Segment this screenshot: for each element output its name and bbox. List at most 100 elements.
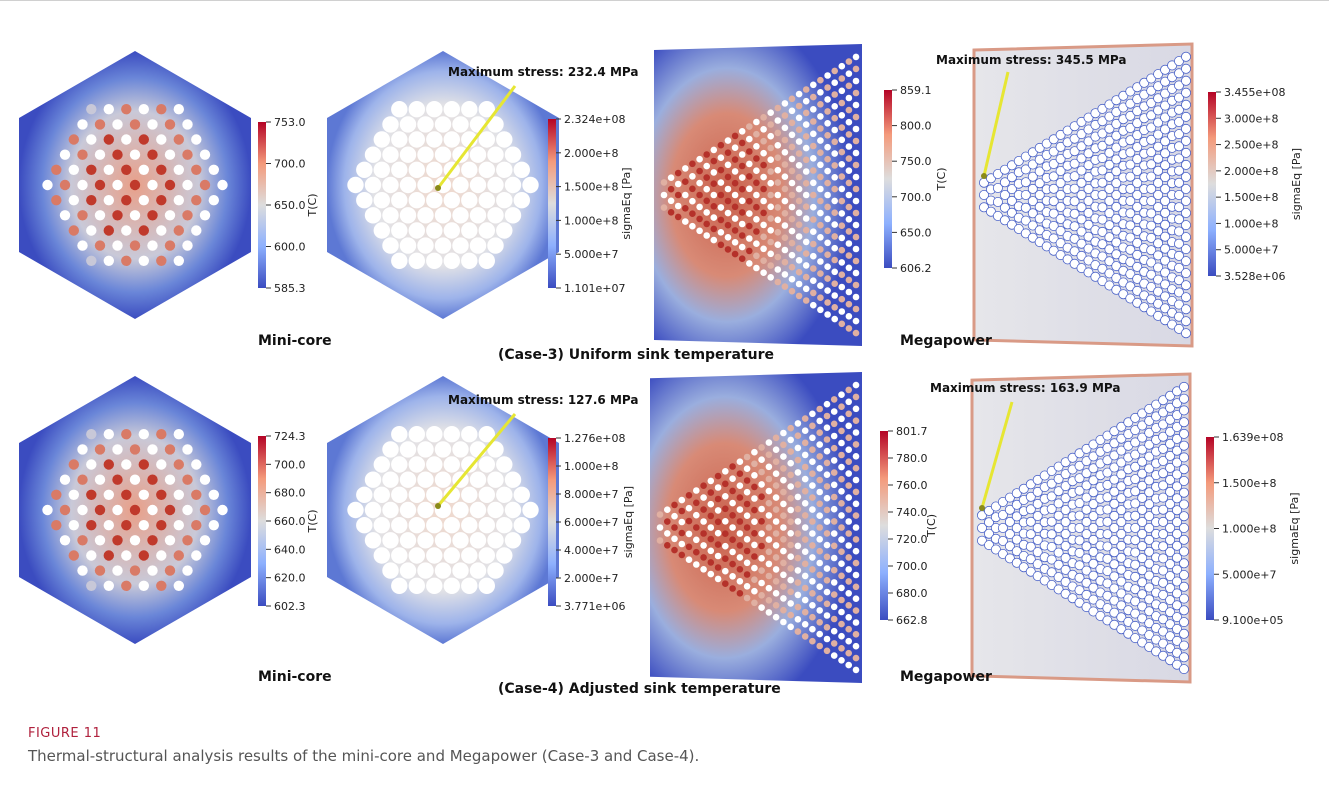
- fuel-channel: [1011, 499, 1022, 510]
- fuel-channel: [765, 499, 773, 507]
- fuel-channel: [838, 99, 846, 107]
- fuel-channel: [382, 237, 399, 254]
- fuel-channel: [1060, 541, 1071, 552]
- fuel-channel: [138, 520, 149, 531]
- colorbar-tick-label: 753.0: [274, 116, 306, 129]
- fuel-channel: [496, 222, 513, 239]
- fuel-channel: [373, 456, 390, 473]
- fuel-channel: [1158, 492, 1169, 503]
- fuel-channel: [758, 542, 765, 550]
- fuel-channel: [746, 123, 753, 130]
- fuel-channel: [751, 448, 758, 456]
- fuel-channel: [426, 426, 443, 443]
- fuel-channel: [86, 489, 97, 500]
- fuel-channel: [823, 412, 831, 420]
- fuel-channel: [774, 154, 782, 161]
- fuel-channel: [487, 207, 504, 224]
- fuel-channel: [817, 306, 824, 314]
- fuel-channel: [852, 185, 860, 193]
- fuel-channel: [86, 459, 97, 470]
- fuel-channel: [1179, 581, 1190, 592]
- fuel-channel: [682, 178, 689, 185]
- fuel-channel: [164, 444, 176, 455]
- row1-case-label: (Case-3) Uniform sink temperature: [498, 347, 774, 363]
- fuel-channel: [1081, 589, 1092, 600]
- fuel-channel: [443, 486, 460, 503]
- fuel-channel: [817, 197, 824, 205]
- fuel-channel: [751, 530, 758, 537]
- fuel-channel: [1172, 410, 1183, 421]
- fuel-channel: [1165, 474, 1176, 485]
- fuel-channel: [802, 191, 810, 199]
- fuel-channel: [845, 625, 852, 633]
- fuel-channel: [1046, 567, 1057, 578]
- fuel-channel: [478, 222, 495, 239]
- fuel-channel: [780, 453, 787, 460]
- fuel-channel: [845, 590, 852, 597]
- fuel-channel: [1174, 92, 1185, 103]
- fuel-channel: [1137, 492, 1148, 503]
- fuel-channel: [461, 101, 478, 118]
- fuel-channel: [753, 179, 760, 187]
- row1-megapower-label: Megapower: [900, 333, 992, 349]
- fuel-channel: [838, 463, 845, 471]
- fuel-channel: [729, 475, 736, 483]
- fuel-channel: [772, 602, 780, 609]
- fuel-channel: [765, 572, 773, 580]
- fuel-channel: [1102, 578, 1113, 589]
- colorbar-tick-label: 662.8: [896, 614, 928, 627]
- fuel-channel: [774, 216, 782, 224]
- fuel-channel: [513, 486, 530, 503]
- fuel-channel: [831, 292, 838, 299]
- fuel-channel: [434, 207, 452, 224]
- fuel-channel: [816, 607, 823, 614]
- fuel-channel: [817, 137, 824, 144]
- fuel-channel: [1083, 243, 1094, 254]
- fuel-channel: [496, 192, 513, 209]
- fuel-channel: [731, 144, 739, 151]
- fuel-channel: [794, 591, 802, 599]
- fuel-channel: [1018, 483, 1029, 494]
- fuel-channel: [810, 228, 817, 235]
- fuel-channel: [760, 161, 767, 169]
- fuel-channel: [801, 596, 809, 604]
- fuel-channel: [693, 548, 700, 556]
- fuel-channel: [753, 143, 760, 150]
- fuel-channel: [852, 53, 860, 61]
- fuel-channel: [1181, 159, 1192, 170]
- fuel-channel: [1069, 196, 1080, 207]
- fuel-channel: [830, 444, 838, 452]
- fuel-channel: [138, 164, 149, 175]
- fuel-channel: [1083, 207, 1094, 218]
- fuel-channel: [103, 429, 115, 440]
- fuel-channel: [1013, 155, 1024, 166]
- fuel-channel: [121, 520, 132, 531]
- fuel-channel: [753, 228, 760, 235]
- fuel-channel: [1179, 405, 1190, 416]
- fuel-channel: [674, 169, 682, 177]
- fuel-channel: [845, 530, 852, 537]
- fuel-channel: [1172, 469, 1183, 480]
- fuel-channel: [838, 124, 846, 131]
- fuel-channel: [772, 613, 780, 621]
- fuel-channel: [364, 501, 382, 519]
- fuel-channel: [738, 197, 746, 205]
- fuel-channel: [810, 130, 817, 138]
- fuel-channel: [810, 179, 817, 187]
- fuel-channel: [469, 146, 487, 163]
- fuel-channel: [1158, 395, 1169, 406]
- fuel-channel: [1179, 417, 1190, 428]
- fuel-channel: [830, 518, 838, 525]
- fuel-channel: [667, 197, 675, 205]
- fuel-channel: [1111, 213, 1122, 224]
- fuel-channel: [1111, 237, 1122, 248]
- fuel-channel: [391, 517, 408, 534]
- fuel-channel: [852, 654, 860, 662]
- fuel-channel: [816, 488, 823, 496]
- fuel-channel: [824, 108, 831, 115]
- fuel-channel: [1055, 141, 1066, 152]
- fuel-channel: [1160, 88, 1171, 99]
- fuel-channel: [696, 191, 703, 199]
- fuel-channel: [823, 565, 831, 572]
- fuel-channel: [824, 299, 831, 306]
